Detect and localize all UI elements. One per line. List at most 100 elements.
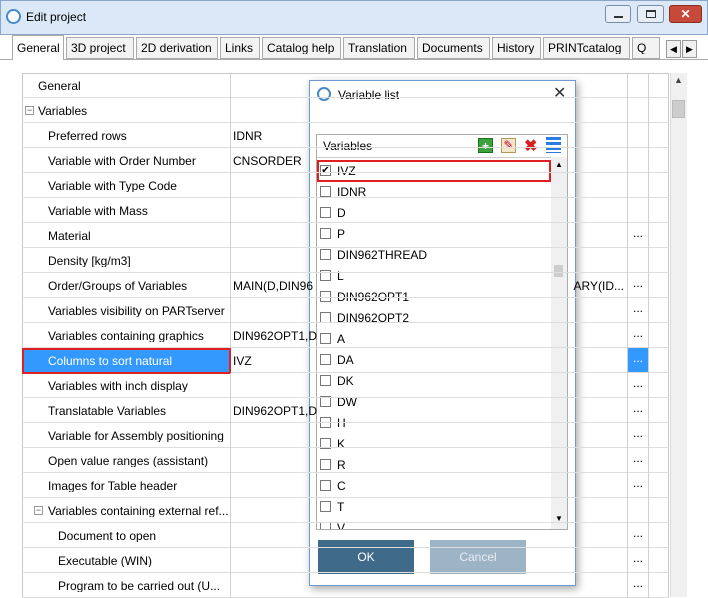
row-label: Variables with inch display xyxy=(48,380,188,392)
ellipsis-button[interactable]: ... xyxy=(632,451,643,465)
grid-row[interactable] xyxy=(22,323,669,348)
ellipsis-button[interactable]: ... xyxy=(632,226,643,240)
delete-icon[interactable]: ✖ xyxy=(524,138,538,155)
grid-row[interactable] xyxy=(22,223,669,248)
grid-row[interactable] xyxy=(22,373,669,398)
edit-icon[interactable]: ✎ xyxy=(501,138,516,153)
cancel-button[interactable]: Cancel xyxy=(430,540,526,574)
tab[interactable] xyxy=(543,37,630,59)
checkbox[interactable] xyxy=(320,228,331,239)
list-scroll-down[interactable]: ▼ xyxy=(555,514,563,523)
checkbox[interactable] xyxy=(320,459,331,470)
tab[interactable] xyxy=(492,37,541,59)
checkbox[interactable] xyxy=(320,375,331,386)
grid-row[interactable] xyxy=(22,73,669,98)
grid-row[interactable] xyxy=(22,198,669,223)
grid-row[interactable] xyxy=(22,298,669,323)
checkbox[interactable] xyxy=(320,249,331,260)
tab[interactable] xyxy=(136,37,218,59)
grid-row[interactable] xyxy=(22,98,669,123)
grid-row[interactable] xyxy=(22,498,669,523)
ellipsis-button[interactable]: ... xyxy=(632,326,643,340)
grid-column-line xyxy=(648,398,649,423)
scroll-thumb[interactable] xyxy=(672,100,685,118)
grid-row[interactable] xyxy=(22,473,669,498)
tab-label[interactable]: 2D derivation xyxy=(141,42,212,54)
checkbox[interactable] xyxy=(320,291,331,302)
grid-scrollbar xyxy=(670,73,687,597)
grid-column-line xyxy=(627,548,628,573)
checkbox[interactable]: ✔ xyxy=(320,165,331,176)
grid-row[interactable] xyxy=(22,348,669,373)
grid-column-line xyxy=(627,398,628,423)
grid-row[interactable] xyxy=(22,273,669,298)
ellipsis-button[interactable]: ... xyxy=(632,476,643,490)
checkbox[interactable] xyxy=(320,396,331,407)
grid-row[interactable] xyxy=(22,398,669,423)
grid-row[interactable] xyxy=(22,148,669,173)
tab[interactable] xyxy=(632,37,660,59)
checkbox[interactable] xyxy=(320,270,331,281)
tab-label[interactable]: PRINTcatalog xyxy=(548,42,622,54)
grid-column-line xyxy=(648,573,649,598)
checkbox[interactable] xyxy=(320,501,331,512)
ellipsis-button[interactable]: ... xyxy=(632,576,643,590)
row-label: Images for Table header xyxy=(48,480,178,492)
checkbox[interactable] xyxy=(320,186,331,197)
grid-column-line xyxy=(648,423,649,448)
grid-column-line xyxy=(627,373,628,398)
grid-row[interactable] xyxy=(22,423,669,448)
ellipsis-button[interactable]: ... xyxy=(632,376,643,390)
scroll-up[interactable]: ▲ xyxy=(674,75,683,85)
maximize-button[interactable] xyxy=(637,5,664,23)
ellipsis-button[interactable]: ... xyxy=(632,426,643,440)
tab[interactable] xyxy=(343,37,415,59)
tab[interactable] xyxy=(417,37,490,59)
row-label: Variable with Order Number xyxy=(48,155,196,167)
tab[interactable] xyxy=(262,37,341,59)
tab-label[interactable]: General xyxy=(17,42,60,54)
grid-row[interactable] xyxy=(22,248,669,273)
row-label: Variable with Type Code xyxy=(48,180,177,192)
tab-label[interactable]: History xyxy=(497,42,535,54)
grid-row[interactable] xyxy=(22,448,669,473)
checkbox[interactable] xyxy=(320,207,331,218)
tab-label[interactable]: Links xyxy=(225,42,254,54)
grid-column-line xyxy=(648,73,649,98)
tab-label[interactable]: Documents xyxy=(422,42,483,54)
grid-row[interactable] xyxy=(22,523,669,548)
ellipsis-button[interactable]: ... xyxy=(632,551,643,565)
expander[interactable]: − xyxy=(25,105,34,115)
checkbox[interactable] xyxy=(320,354,331,365)
tab[interactable] xyxy=(220,37,260,59)
checkbox[interactable] xyxy=(320,333,331,344)
grid-row[interactable] xyxy=(22,123,669,148)
checkbox[interactable] xyxy=(320,480,331,491)
ellipsis-button[interactable]: ... xyxy=(632,526,643,540)
tab-label[interactable]: Catalog help xyxy=(267,42,335,54)
grid-column-line xyxy=(230,323,231,348)
tab-label[interactable]: 3D project xyxy=(71,42,126,54)
ellipsis-button[interactable]: ... xyxy=(632,301,643,315)
ok-button[interactable]: OK xyxy=(318,540,414,574)
grid-row[interactable] xyxy=(22,548,669,573)
tab-scroll-right[interactable]: ▶ xyxy=(682,40,697,58)
expander[interactable]: − xyxy=(34,505,43,515)
tab[interactable] xyxy=(12,35,64,60)
checkbox[interactable] xyxy=(320,438,331,449)
list-scroll-thumb[interactable] xyxy=(554,265,563,277)
tab-scroll-left[interactable]: ◀ xyxy=(666,40,681,58)
minimize-button[interactable] xyxy=(605,5,631,23)
ellipsis-button[interactable]: ... xyxy=(632,276,643,290)
ellipsis-button[interactable]: ... xyxy=(632,401,643,415)
grid-row[interactable] xyxy=(22,173,669,198)
tab[interactable] xyxy=(66,37,134,59)
close-button[interactable]: ✕ xyxy=(669,5,702,23)
tab-label[interactable]: Translation xyxy=(348,42,407,54)
tab-label[interactable]: Q xyxy=(637,42,647,54)
ellipsis-button[interactable]: ... xyxy=(632,351,643,365)
list-view-icon[interactable] xyxy=(546,137,561,153)
add-icon[interactable]: + xyxy=(478,138,493,153)
list-scroll-up[interactable]: ▲ xyxy=(555,160,563,169)
grid-column-line xyxy=(230,173,231,198)
